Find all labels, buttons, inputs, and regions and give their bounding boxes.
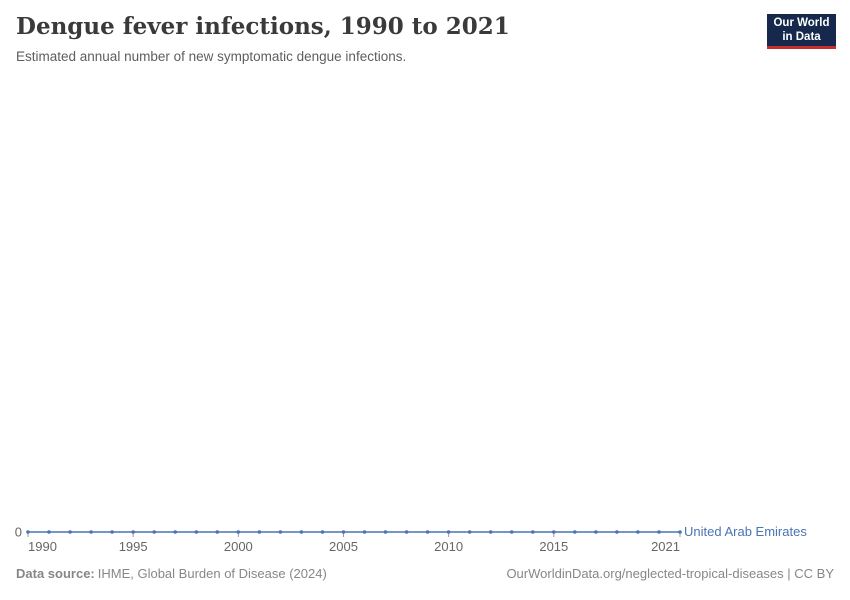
data-point <box>531 530 535 534</box>
data-point <box>636 530 640 534</box>
data-point <box>446 530 451 534</box>
data-point <box>552 530 556 534</box>
data-point <box>89 530 93 534</box>
data-point <box>362 530 367 534</box>
data-point <box>573 530 577 534</box>
data-point <box>678 530 682 534</box>
x-axis-tick-label: 2010 <box>434 539 463 554</box>
data-point <box>299 530 304 534</box>
x-axis-tick-label: 2021 <box>651 539 680 554</box>
data-point <box>68 530 72 534</box>
x-axis-tick-label: 1990 <box>28 539 57 554</box>
y-axis-tick-label: 0 <box>15 525 22 540</box>
owid-logo[interactable]: Our World in Data <box>767 14 836 49</box>
chart-footer: Data source: IHME, Global Burden of Disea… <box>16 566 834 582</box>
owid-logo-text-line2: in Data <box>782 31 821 43</box>
data-point <box>425 530 430 534</box>
footer-credit-link[interactable]: OurWorldinData.org/neglected-tropical-di… <box>506 566 834 581</box>
data-point <box>341 530 346 534</box>
data-point <box>404 530 409 534</box>
chart-canvas: 0 1990 1995 2000 2005 2010 2015 2021 <box>15 525 682 554</box>
data-point <box>152 530 156 534</box>
data-point <box>26 530 30 534</box>
data-point <box>110 530 114 534</box>
chart-header: Dengue fever infections, 1990 to 2021 Es… <box>16 13 740 66</box>
data-point <box>257 530 262 534</box>
series-entity-label: United Arab Emirates <box>684 524 807 539</box>
chart-subtitle: Estimated annual number of new symptomat… <box>16 48 407 64</box>
data-point <box>594 530 598 534</box>
data-point <box>215 530 220 534</box>
x-axis-tick-label: 1995 <box>119 539 148 554</box>
data-source-note: Data source: IHME, Global Burden of Disea… <box>16 566 327 582</box>
x-axis-tick-label: 2000 <box>224 539 253 554</box>
data-point <box>615 530 619 534</box>
data-source-label: Data source: <box>16 566 95 581</box>
owid-logo-text-line1: Our World <box>773 16 830 29</box>
data-point <box>173 530 177 534</box>
data-point <box>194 530 199 534</box>
data-point <box>467 530 472 534</box>
chart-area: 0 1990 1995 2000 2005 2010 2015 2021 United Ara… <box>0 85 850 560</box>
data-point <box>47 530 51 534</box>
data-point <box>320 530 325 534</box>
data-point <box>236 530 241 534</box>
data-source-value: IHME, Global Burden of Disease (2024) <box>97 566 327 581</box>
data-point <box>509 530 514 534</box>
x-axis-tick-label: 2005 <box>329 539 358 554</box>
x-axis-tick-label: 2015 <box>539 539 568 554</box>
data-point <box>488 530 493 534</box>
chart-title: Dengue fever infections, 1990 to 2021 <box>16 13 510 40</box>
data-point <box>657 530 661 534</box>
data-point <box>131 530 135 534</box>
data-point <box>278 530 283 534</box>
data-point <box>383 530 388 534</box>
